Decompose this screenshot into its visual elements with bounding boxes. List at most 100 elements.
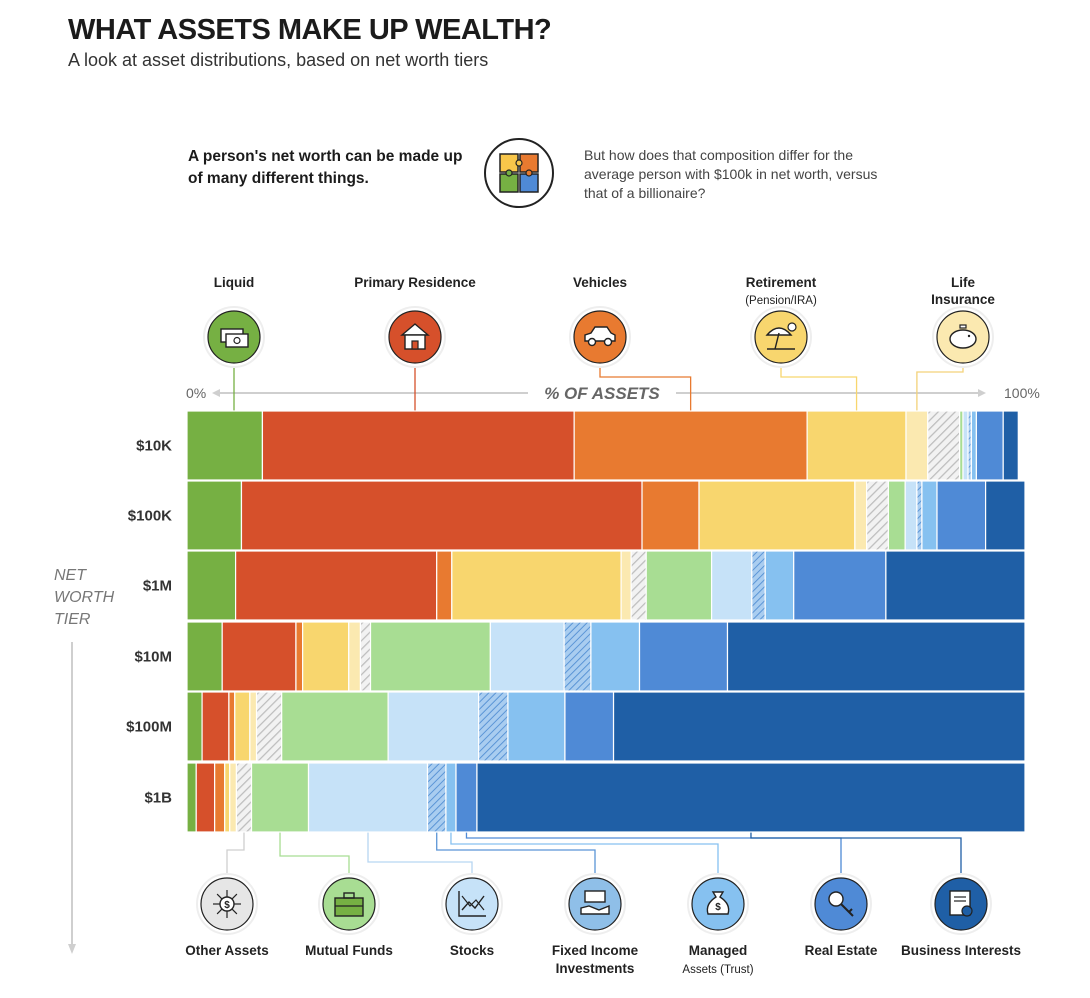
svg-text:$: $ bbox=[224, 900, 230, 911]
intro-right-text: But how does that composition differ for… bbox=[584, 147, 878, 201]
top-category-label-1: Primary Residence bbox=[354, 275, 476, 290]
bar-10m-stocks bbox=[489, 621, 565, 692]
bar-1b-stocks bbox=[307, 762, 429, 833]
bar-100m-other-assets bbox=[255, 691, 283, 762]
tier-title-line-3: TIER bbox=[54, 611, 91, 628]
top-category-label-4: Life bbox=[951, 275, 975, 290]
bar-1m-real-estate bbox=[793, 550, 887, 621]
bar-100k-fixed-income-investments bbox=[916, 480, 923, 551]
tier-label-1b: $1B bbox=[144, 790, 172, 807]
keys-icon bbox=[810, 873, 872, 935]
bars-group bbox=[186, 410, 1026, 833]
tier-title-line-1: NET bbox=[54, 567, 87, 584]
tier-label-1m: $1M bbox=[143, 578, 172, 595]
axis-start-label: 0% bbox=[186, 385, 206, 401]
bar-100m-real-estate bbox=[564, 691, 615, 762]
house-icon bbox=[384, 306, 446, 368]
bar-10k-real-estate bbox=[975, 410, 1004, 481]
bar-100k-primary-residence bbox=[240, 480, 643, 551]
bar-100m-liquid bbox=[186, 691, 203, 762]
bar-1b-managed-assets-trust bbox=[445, 762, 457, 833]
top-category-label-0: Liquid bbox=[214, 275, 255, 290]
bar-10k-other-assets bbox=[927, 410, 961, 481]
bar-10k-liquid bbox=[186, 410, 264, 481]
bar-10m-retirement-pension-ira bbox=[302, 621, 350, 692]
bar-1m-vehicles bbox=[436, 550, 453, 621]
bar-10m-mutual-funds bbox=[369, 621, 491, 692]
bar-10m-life-insurance bbox=[348, 621, 362, 692]
bar-10m-fixed-income-investments bbox=[563, 621, 592, 692]
bar-10k-retirement-pension-ira bbox=[806, 410, 907, 481]
bar-100k-mutual-funds bbox=[887, 480, 906, 551]
bar-10m-managed-assets-trust bbox=[590, 621, 641, 692]
bar-100m-mutual-funds bbox=[281, 691, 389, 762]
bottom-category-label-5: Real Estate bbox=[805, 943, 878, 958]
bar-100k-life-insurance bbox=[854, 480, 868, 551]
bar-100k-business-interests bbox=[985, 480, 1026, 551]
bar-100m-vehicles bbox=[228, 691, 236, 762]
intro-left-text: A person's net worth can be made up of m… bbox=[188, 148, 463, 187]
page-subtitle: A look at asset distributions, based on … bbox=[68, 50, 489, 70]
bar-100k-retirement-pension-ira bbox=[698, 480, 856, 551]
tier-label-100m: $100M bbox=[126, 719, 172, 736]
bar-100m-primary-residence bbox=[201, 691, 230, 762]
bar-100k-stocks bbox=[904, 480, 918, 551]
bar-10k-business-interests bbox=[1002, 410, 1019, 481]
bar-10m-business-interests bbox=[726, 621, 1026, 692]
bar-100k-other-assets bbox=[866, 480, 890, 551]
bar-1b-real-estate bbox=[455, 762, 478, 833]
page-title: WHAT ASSETS MAKE UP WEALTH? bbox=[68, 14, 552, 46]
bar-10m-liquid bbox=[186, 621, 223, 692]
top-category-sub-4: Insurance bbox=[931, 292, 995, 307]
stock-chart-icon bbox=[441, 873, 503, 935]
top-category-sub-3: (Pension/IRA) bbox=[745, 295, 817, 307]
bar-1b-liquid bbox=[186, 762, 197, 833]
bar-100k-liquid bbox=[186, 480, 243, 551]
bar-100k-vehicles bbox=[641, 480, 700, 551]
top-category-label-3: Retirement bbox=[746, 275, 817, 290]
car-icon bbox=[569, 306, 631, 368]
bottom-category-label-0: Other Assets bbox=[185, 943, 269, 958]
bar-100k-real-estate bbox=[936, 480, 987, 551]
axis-arrow-right bbox=[978, 389, 986, 397]
svg-text:$: $ bbox=[715, 902, 721, 913]
hand-money-icon bbox=[564, 873, 626, 935]
bar-10k-life-insurance bbox=[905, 410, 929, 481]
bar-1b-other-assets bbox=[235, 762, 253, 833]
piggy-bank-icon bbox=[932, 306, 994, 368]
top-category-label-2: Vehicles bbox=[573, 275, 627, 290]
bar-10m-vehicles bbox=[295, 621, 304, 692]
tier-title-line-2: WORTH bbox=[54, 589, 115, 606]
bar-100m-life-insurance bbox=[249, 691, 258, 762]
axis-arrow-left bbox=[212, 389, 220, 397]
money-bag-icon: $ bbox=[687, 873, 749, 935]
bar-1b-primary-residence bbox=[195, 762, 216, 833]
bar-1m-life-insurance bbox=[620, 550, 632, 621]
axis-title: % OF ASSETS bbox=[544, 384, 660, 403]
bottom-category-sub-4: Assets (Trust) bbox=[682, 964, 753, 976]
bar-100m-retirement-pension-ira bbox=[234, 691, 251, 762]
bar-1m-primary-residence bbox=[235, 550, 438, 621]
tier-label-10k: $10K bbox=[136, 438, 172, 455]
axis-end-label: 100% bbox=[1004, 385, 1040, 401]
bar-1b-life-insurance bbox=[229, 762, 238, 833]
bar-10k-stocks bbox=[962, 410, 969, 481]
bar-10k-managed-assets-trust bbox=[970, 410, 977, 481]
tier-labels: $10K $100K $1M $10M $100M $1B bbox=[126, 438, 172, 807]
bar-100m-business-interests bbox=[612, 691, 1026, 762]
bar-1b-fixed-income-investments bbox=[426, 762, 447, 833]
certificate-icon bbox=[930, 873, 992, 935]
tier-label-10m: $10M bbox=[134, 649, 172, 666]
tier-label-100k: $100K bbox=[128, 508, 172, 525]
bar-10k-vehicles bbox=[573, 410, 808, 481]
bar-1m-business-interests bbox=[885, 550, 1026, 621]
bottom-category-label-3: Fixed Income bbox=[552, 943, 639, 958]
bar-1m-mutual-funds bbox=[645, 550, 713, 621]
bottom-category-icons: $ Other Assets Mutual Funds Stocks Fixed Inc… bbox=[185, 873, 1021, 976]
bar-10m-other-assets bbox=[359, 621, 372, 692]
bar-1m-retirement-pension-ira bbox=[451, 550, 622, 621]
bar-10m-primary-residence bbox=[221, 621, 297, 692]
bar-1m-fixed-income-investments bbox=[751, 550, 766, 621]
top-category-icons: Liquid Primary Residence Vehicles Retiremen… bbox=[203, 275, 995, 368]
